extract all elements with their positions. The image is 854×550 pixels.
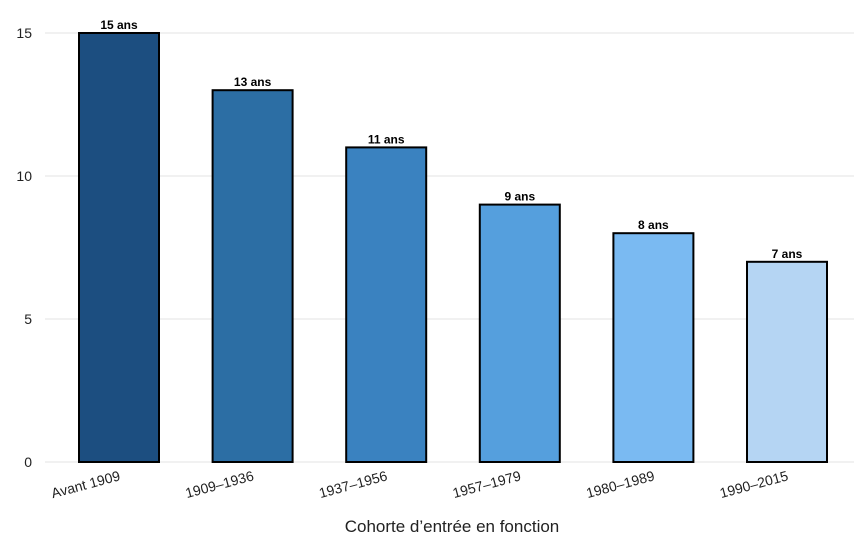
data-label: 8 ans: [638, 218, 669, 232]
data-label: 11 ans: [368, 132, 405, 146]
x-tick-label: 1937–1956: [317, 467, 389, 501]
x-axis-ticks: Avant 1909 1909–1936 1937–1956 1957–1979 198…: [49, 467, 790, 501]
x-tick-label: Avant 1909: [49, 467, 122, 501]
data-label: 13 ans: [234, 75, 272, 89]
y-tick-label: 0: [24, 454, 32, 470]
bar: [612, 232, 695, 463]
y-tick-label: 5: [24, 311, 32, 327]
x-tick-label: 1980–1989: [584, 467, 656, 501]
data-label: 15 ans: [100, 18, 138, 32]
x-tick-label: 1990–2015: [718, 467, 790, 501]
bar: [746, 260, 828, 463]
bar: [211, 89, 294, 463]
data-label: 9 ans: [504, 190, 535, 204]
bar: [78, 32, 160, 463]
data-label: 7 ans: [772, 247, 803, 261]
x-tick-label: 1957–1979: [451, 467, 523, 501]
x-axis-title: Cohorte d’entrée en fonction: [345, 517, 560, 536]
bar: [345, 146, 428, 463]
grid-lines: [45, 32, 854, 463]
y-tick-label: 10: [16, 168, 32, 184]
bars: [78, 32, 828, 463]
data-labels: 15 ans 13 ans 11 ans 9 ans 8 ans 7 ans: [100, 18, 802, 261]
x-tick-label: 1909–1936: [184, 467, 256, 501]
y-axis-ticks: 0 5 10 15: [16, 25, 32, 470]
bar: [478, 203, 561, 463]
y-tick-label: 15: [16, 25, 32, 41]
